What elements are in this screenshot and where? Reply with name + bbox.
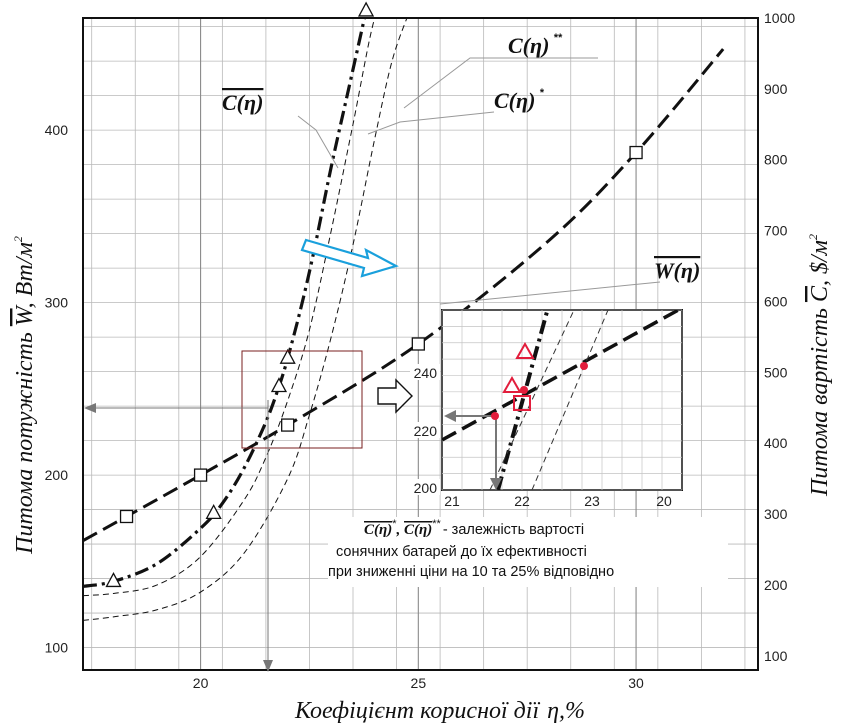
x-tick-label: 20 xyxy=(193,675,209,691)
marker-square xyxy=(282,419,294,431)
y-right-tick-label: 100 xyxy=(764,648,788,664)
y-right-tick-label: 700 xyxy=(764,223,788,239)
inset-point xyxy=(580,362,588,370)
trend-arrow-icon xyxy=(302,240,396,276)
inset-x-tick-label: 22 xyxy=(514,493,530,509)
zoom-arrow-icon xyxy=(378,380,412,412)
inset-point xyxy=(491,412,499,420)
legend-note: C(η)*, C(η)** - залежність вартості соняч… xyxy=(328,517,728,587)
leader-c-eta-star xyxy=(368,112,494,134)
x-tick-label: 30 xyxy=(628,675,644,691)
y-right-tick-label: 200 xyxy=(764,577,788,593)
label-c-eta: C(η) xyxy=(222,90,263,115)
marker-square xyxy=(121,510,133,522)
note-line-2: сонячних батарей до їх ефективності xyxy=(336,544,587,560)
label-c-eta-double-star: C(η) ** xyxy=(508,32,563,58)
label-c-eta-star: C(η) * xyxy=(494,87,544,113)
y-right-tick-label: 500 xyxy=(764,364,788,380)
marker-square xyxy=(412,338,424,350)
leader-w-eta xyxy=(440,282,660,304)
inset-y-tick-label: 200 xyxy=(414,480,438,496)
x-axis-ticks: 20 25 30 xyxy=(193,675,644,691)
y-left-axis-title: Питома потужність W, Вт/м2 xyxy=(11,236,38,555)
marker-triangle xyxy=(272,379,286,392)
y-right-axis-title: Питома вартість C, $/м2 xyxy=(806,234,833,497)
inset-x-tick-label: 23 xyxy=(584,493,600,509)
marker-square xyxy=(630,147,642,159)
zoom-inset: 21 22 23 20 200 220 240 xyxy=(410,308,682,509)
y-right-tick-label: 1000 xyxy=(764,10,795,26)
x-axis-title: Коефіцієнт корисної дії η,% xyxy=(294,698,585,724)
y-right-tick-label: 900 xyxy=(764,81,788,97)
ref-arrow-left xyxy=(84,403,96,413)
marker-triangle xyxy=(359,3,373,16)
label-w-eta: W(η) xyxy=(654,258,700,283)
inset-y-tick-label: 220 xyxy=(414,423,438,439)
y-left-axis-ticks: 100 200 300 400 xyxy=(45,122,69,655)
y-left-tick-label: 300 xyxy=(45,295,69,311)
y-left-tick-label: 100 xyxy=(45,640,69,656)
chart-markers xyxy=(106,3,642,587)
note-line-3: при зниженні ціни на 10 та 25% відповідн… xyxy=(328,564,614,580)
y-left-tick-label: 200 xyxy=(45,467,69,483)
x-tick-label: 25 xyxy=(411,675,427,691)
y-right-tick-label: 800 xyxy=(764,152,788,168)
marker-square xyxy=(195,469,207,481)
inset-y-tick-label: 240 xyxy=(414,365,438,381)
inset-x-tick-label: 21 xyxy=(444,493,460,509)
y-left-tick-label: 400 xyxy=(45,122,69,138)
inset-x-tick-label: 20 xyxy=(656,493,672,509)
marker-triangle xyxy=(281,350,295,363)
leader-c-eta xyxy=(298,116,338,168)
y-right-tick-label: 400 xyxy=(764,435,788,451)
y-right-axis-ticks: 100 200 300 400 500 600 700 800 900 1000 xyxy=(764,10,795,664)
y-right-tick-label: 300 xyxy=(764,506,788,522)
y-right-tick-label: 600 xyxy=(764,293,788,309)
